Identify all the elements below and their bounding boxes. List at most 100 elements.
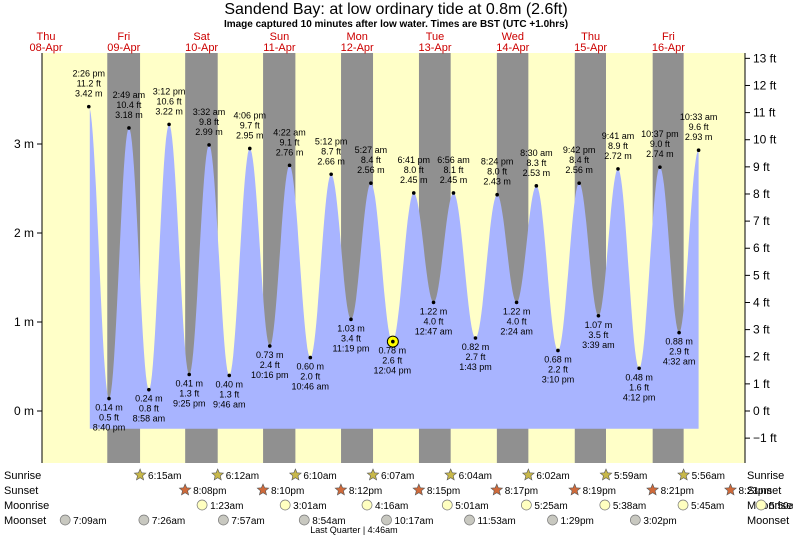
moonset-time: 8:54am xyxy=(312,516,345,527)
moonrise-icon xyxy=(196,499,208,511)
sunset-icon xyxy=(178,483,192,496)
astronomy-rows: Sunrise Sunrise 6:15am 6:12am 6:10am 6:07am 6:… xyxy=(4,468,793,535)
tide-point xyxy=(127,126,131,130)
right-tick-label: 8 ft xyxy=(753,187,770,201)
tide-label-time-label: 12:04 pm xyxy=(374,366,412,376)
sunrise-icon xyxy=(288,468,302,481)
tide-label-ft: 4.0 ft xyxy=(424,316,445,326)
moon-phase-label: Last Quarter | 4:46am xyxy=(310,525,397,535)
day-date: 11-Apr xyxy=(263,42,296,54)
tide-label-time-label: 9:41 am xyxy=(602,131,635,141)
tide-label-ft: 8.4 ft xyxy=(361,155,382,165)
right-tick-label: 5 ft xyxy=(753,268,770,282)
tide-label-ft: 2.2 ft xyxy=(548,364,569,374)
tide-label-ft: 2.0 ft xyxy=(300,372,321,382)
sunset-row-label-right: Sunset xyxy=(747,485,781,497)
tide-label-ft: 1.3 ft xyxy=(179,389,200,399)
chart-subtitle: Image captured 10 minutes after low wate… xyxy=(224,19,568,30)
sunrise-icon xyxy=(521,468,535,481)
tide-label-m-label: 0.78 m xyxy=(379,346,407,356)
moonrise-icon xyxy=(599,499,611,511)
tide-point xyxy=(616,167,620,171)
tide-label-time-label: 2:24 am xyxy=(500,326,533,336)
tide-label-ft: 0.5 ft xyxy=(99,413,120,423)
right-tick-label: 3 ft xyxy=(753,323,770,337)
tide-point xyxy=(369,181,373,185)
tide-label-time-label: 3:32 am xyxy=(193,107,226,117)
tide-label-time-label: 8:40 pm xyxy=(93,423,126,433)
moonset-time: 7:57am xyxy=(231,516,264,527)
sunrise-time: 6:10am xyxy=(303,471,336,482)
tide-label-ft: 9.0 ft xyxy=(650,139,671,149)
tide-label-m-label: 3.22 m xyxy=(155,106,183,116)
sunrise-icon xyxy=(366,468,380,481)
tide-label-time-label: 12:47 am xyxy=(415,326,453,336)
tide-point xyxy=(308,355,313,360)
tide-point xyxy=(147,387,151,392)
right-tick-label: 12 ft xyxy=(753,78,777,92)
tide-label-time-label: 6:41 pm xyxy=(397,155,430,165)
moonrise-time: 5:45am xyxy=(691,501,724,512)
tide-label-m-label: 0.14 m xyxy=(95,403,123,413)
moonrise-icon xyxy=(361,499,373,511)
right-tick-label: 6 ft xyxy=(753,241,770,255)
tide-label-m-label: 2.93 m xyxy=(685,132,713,142)
tide-point xyxy=(473,336,478,340)
tide-label-m-label: 2.74 m xyxy=(646,149,674,159)
right-tick-label: 11 ft xyxy=(753,106,776,120)
tide-label-m-label: 1.07 m xyxy=(585,320,613,330)
tide-label-time-label: 5:27 am xyxy=(355,145,388,155)
tide-label-ft: 8.0 ft xyxy=(404,165,425,175)
tide-label-m-label: 1.22 m xyxy=(503,306,531,316)
right-tick-label: 13 ft xyxy=(753,51,777,65)
tide-label-ft: 10.4 ft xyxy=(116,100,142,110)
tide-label-m-label: 2.56 m xyxy=(565,165,593,175)
tide-label-m-label: 0.48 m xyxy=(625,372,653,382)
sunrise-time: 5:56am xyxy=(692,471,725,482)
tide-point xyxy=(431,300,436,305)
tide-area xyxy=(89,108,699,429)
right-tick-label: 2 ft xyxy=(753,350,770,364)
tide-label-m-label: 2.53 m xyxy=(523,168,551,178)
tide-label-time-label: 3:10 pm xyxy=(542,374,575,384)
tide-label-m-label: 3.42 m xyxy=(75,89,103,99)
tide-point xyxy=(329,172,333,177)
sunset-icon xyxy=(256,483,270,496)
sunset-icon xyxy=(724,483,737,496)
axes: 0 m 1 m 2 m 3 m −1 ft 0 ft 1 ft 2 ft 3 ft 4 ft 5 f… xyxy=(14,51,777,463)
sunrise-row-label: Sunrise xyxy=(4,470,41,482)
sunset-icon xyxy=(334,483,348,496)
day-name: Sat xyxy=(193,31,210,43)
moonset-time: 7:09am xyxy=(73,516,106,527)
day-date: 12-Apr xyxy=(341,42,374,54)
sunset-icon xyxy=(568,483,582,496)
moonset-row-label-right: Moonset xyxy=(747,515,789,527)
sunset-time: 8:23pm xyxy=(738,486,771,497)
tide-label-ft: 2.9 ft xyxy=(669,347,690,357)
tide-point xyxy=(187,372,192,377)
day-name: Thu xyxy=(37,31,56,43)
sunset-icon xyxy=(490,483,504,496)
moonset-icon xyxy=(59,514,71,526)
tide-label-time-label: 3:12 pm xyxy=(153,86,186,96)
tide-point xyxy=(86,104,91,109)
right-tick-label: 0 ft xyxy=(753,404,770,418)
tide-point xyxy=(696,148,701,153)
tide-label-m-label: 0.88 m xyxy=(665,337,693,347)
tide-label-m-label: 0.24 m xyxy=(135,394,163,404)
sunset-time: 8:21pm xyxy=(661,486,694,497)
moonrise-icon xyxy=(279,499,291,511)
moonset-icon xyxy=(381,514,392,526)
moonrise-icon xyxy=(755,499,767,511)
day-date: 13-Apr xyxy=(418,42,451,54)
tide-label-time-label: 9:25 pm xyxy=(173,399,206,409)
tide-label-time-label: 1:43 pm xyxy=(459,362,492,372)
sunrise-time: 6:07am xyxy=(381,471,414,482)
sunrise-time: 6:12am xyxy=(226,471,259,482)
tide-label-time-label: 10:37 pm xyxy=(641,129,679,139)
tide-label-m-label: 2.43 m xyxy=(483,177,511,187)
moonset-icon xyxy=(547,514,558,526)
current-tide-dot xyxy=(391,339,395,344)
tide-label-m-label: 0.60 m xyxy=(297,362,325,372)
tide-point xyxy=(167,122,171,127)
